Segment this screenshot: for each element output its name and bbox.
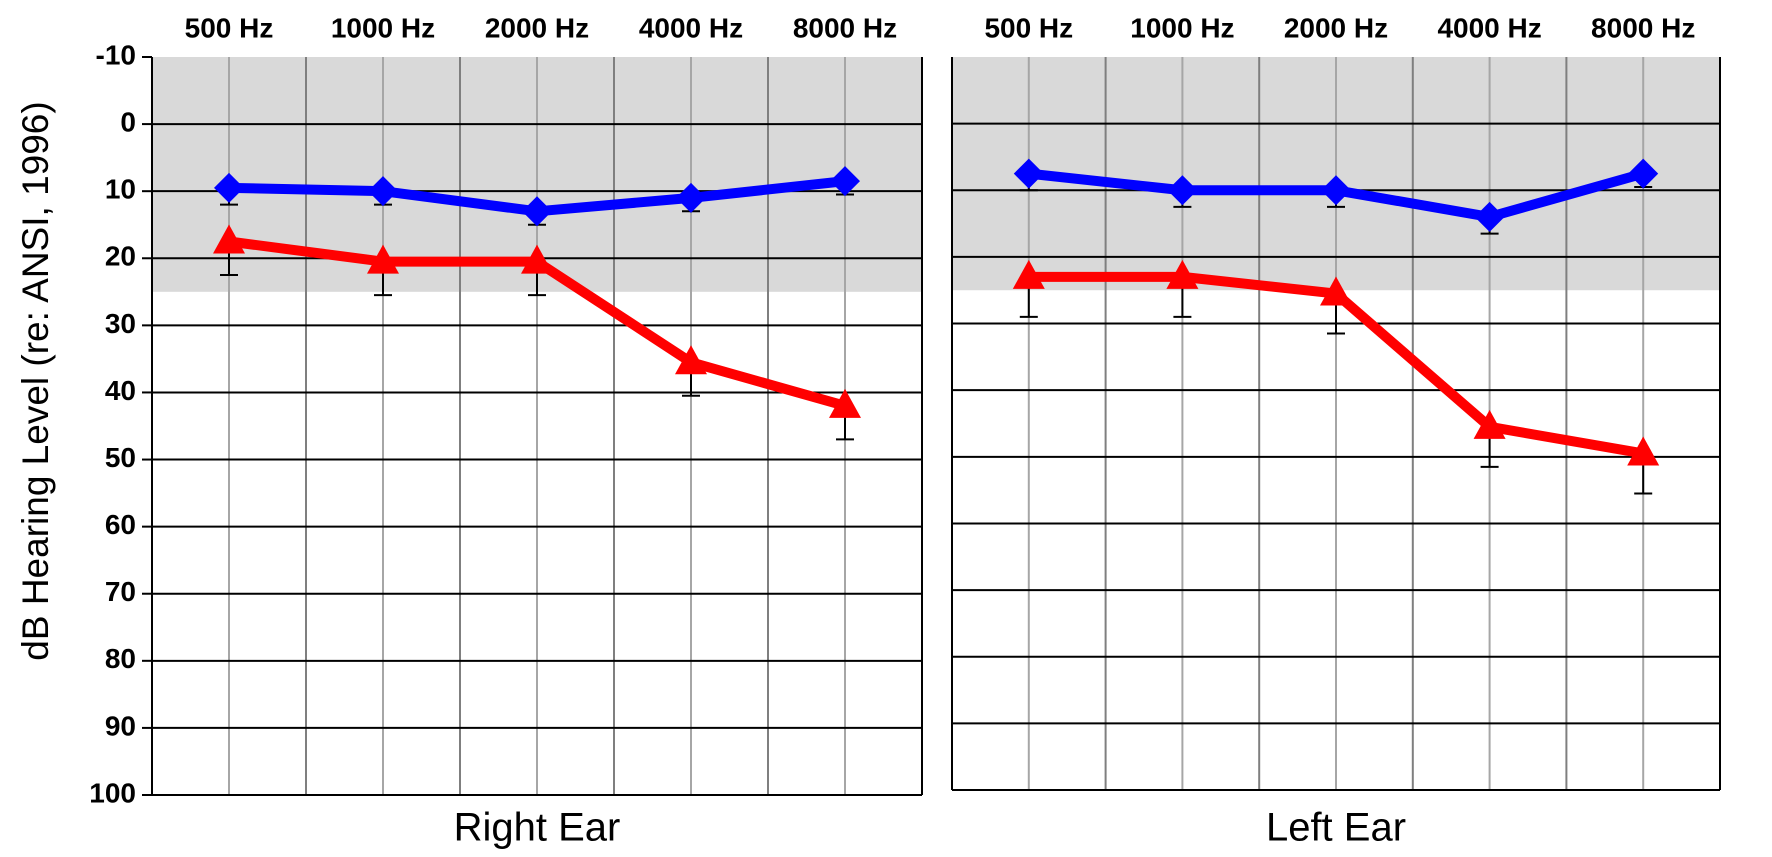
y-tick-label: 80 bbox=[105, 643, 136, 674]
y-tick-label: 20 bbox=[105, 241, 136, 272]
x-tick-label: 2000 Hz bbox=[485, 12, 589, 43]
y-tick-label: 10 bbox=[105, 174, 136, 205]
data-point-diamond bbox=[1013, 158, 1044, 189]
panel-label: Left Ear bbox=[1266, 806, 1406, 850]
y-tick-label: 70 bbox=[105, 576, 136, 607]
y-tick-label: -10 bbox=[96, 39, 136, 70]
x-tick-label: 500 Hz bbox=[185, 12, 274, 43]
data-point-triangle bbox=[1166, 259, 1199, 289]
x-tick-label: 1000 Hz bbox=[331, 12, 435, 43]
data-point-diamond bbox=[1474, 201, 1505, 232]
data-point-diamond bbox=[1167, 175, 1198, 206]
data-point-triangle bbox=[1627, 436, 1660, 466]
y-tick-label: 0 bbox=[120, 106, 136, 137]
data-point-diamond bbox=[368, 176, 398, 207]
blue-series bbox=[1013, 158, 1659, 235]
data-point-triangle bbox=[213, 224, 245, 254]
x-tick-label: 8000 Hz bbox=[793, 12, 897, 43]
left-ear-panel: 500 Hz 1000 Hz 2000 Hz 4000 Hz 8000 Hz Left E… bbox=[951, 12, 1721, 850]
x-tick-label: 4000 Hz bbox=[639, 12, 743, 43]
y-tick-label: 60 bbox=[105, 509, 136, 540]
y-axis-label: dB Hearing Level (re: ANSI, 1996) bbox=[15, 101, 56, 660]
y-tick-label: 50 bbox=[105, 442, 136, 473]
y-tick-label: 30 bbox=[105, 308, 136, 339]
data-point-triangle bbox=[1473, 409, 1506, 439]
data-point-diamond bbox=[676, 182, 706, 213]
x-tick-label: 4000 Hz bbox=[1437, 12, 1541, 43]
red-series bbox=[213, 224, 861, 441]
x-tick-label: 1000 Hz bbox=[1130, 12, 1234, 43]
x-tick-label: 500 Hz bbox=[984, 12, 1073, 43]
data-point-triangle bbox=[1320, 276, 1352, 306]
panel-label: Right Ear bbox=[454, 806, 621, 850]
data-point-triangle bbox=[675, 345, 707, 375]
y-tick-label: 100 bbox=[89, 777, 136, 808]
red-series bbox=[1012, 259, 1660, 495]
data-point-triangle bbox=[367, 244, 399, 274]
x-tick-label: 8000 Hz bbox=[1591, 12, 1695, 43]
data-point-diamond bbox=[1628, 158, 1659, 189]
data-point-diamond bbox=[1321, 175, 1351, 206]
x-tick-label: 2000 Hz bbox=[1284, 12, 1388, 43]
data-point-triangle bbox=[829, 388, 861, 418]
data-point-triangle bbox=[521, 244, 553, 274]
y-tick-label: 40 bbox=[105, 375, 136, 406]
blue-series bbox=[214, 166, 860, 227]
data-point-triangle bbox=[1012, 259, 1045, 289]
data-point-diamond bbox=[522, 196, 552, 227]
right-ear-panel: -10 0 10 20 30 40 50 60 70 80 90 100 500 Hz 1000 Hz 20… bbox=[89, 12, 923, 850]
data-point-diamond bbox=[214, 172, 244, 203]
y-tick-label: 90 bbox=[105, 710, 136, 741]
data-point-diamond bbox=[830, 166, 860, 197]
